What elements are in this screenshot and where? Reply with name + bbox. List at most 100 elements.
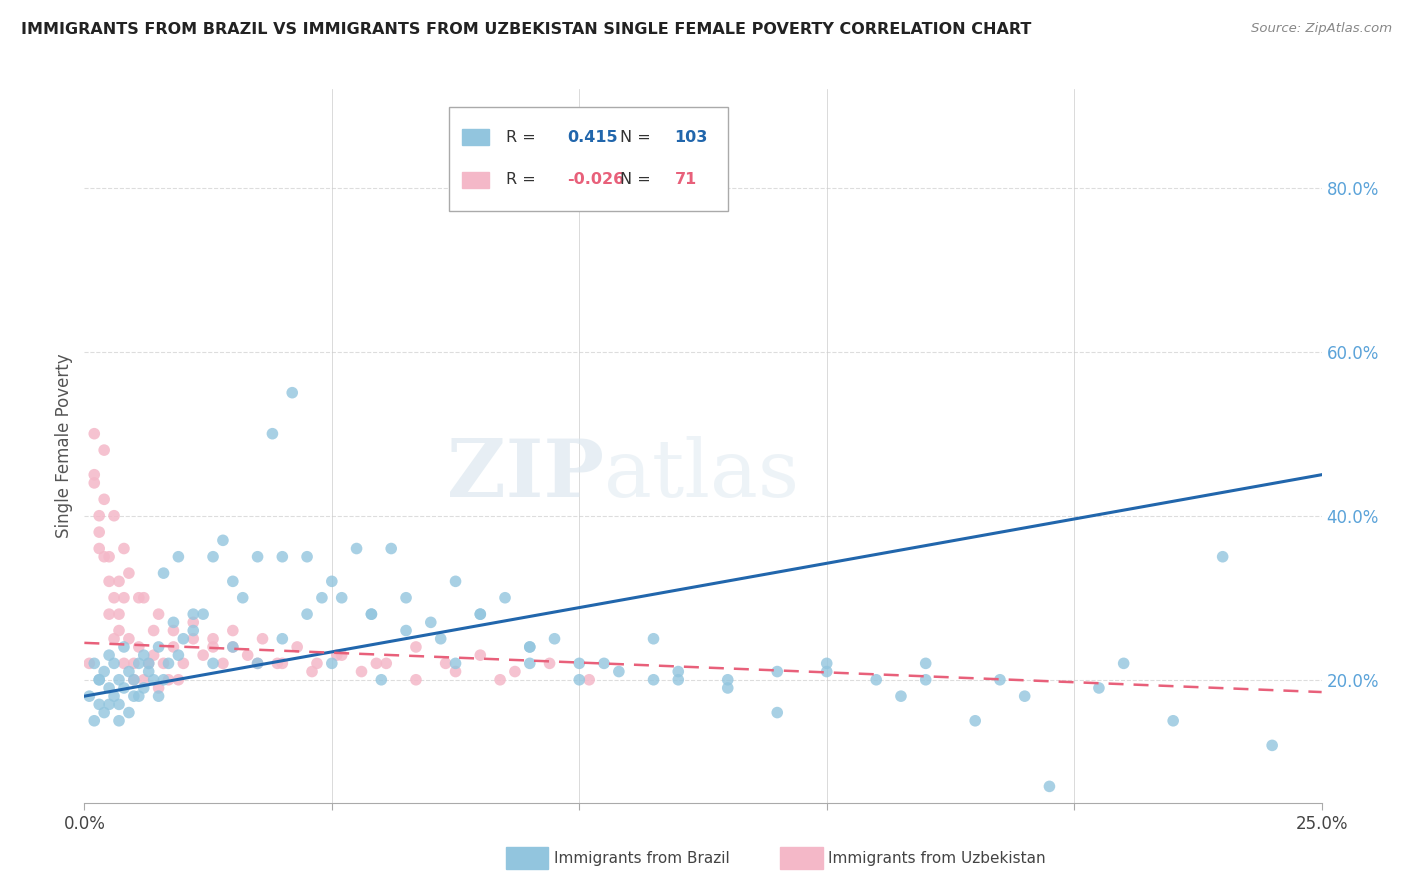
Point — [965, 714, 987, 728]
Point — [191, 648, 214, 662]
Point — [118, 706, 141, 720]
Point — [321, 657, 343, 671]
Point — [89, 525, 111, 540]
Point — [295, 607, 318, 622]
Point — [89, 508, 111, 523]
Point — [142, 624, 165, 638]
Point — [538, 657, 561, 671]
Point — [202, 657, 225, 671]
Point — [330, 591, 353, 605]
Point — [1261, 739, 1284, 753]
Point — [366, 657, 388, 671]
Point — [1088, 681, 1111, 695]
Point — [1212, 549, 1234, 564]
Bar — [461, 129, 489, 145]
Point — [405, 640, 427, 654]
Point — [142, 648, 165, 662]
Point — [148, 640, 170, 654]
Point — [181, 632, 204, 646]
Point — [181, 615, 204, 630]
Point — [766, 665, 789, 679]
Point — [311, 591, 333, 605]
Point — [543, 632, 565, 646]
Point — [108, 673, 131, 687]
Point — [519, 640, 541, 654]
Point — [108, 714, 131, 728]
Point — [593, 657, 616, 671]
Text: Source: ZipAtlas.com: Source: ZipAtlas.com — [1251, 22, 1392, 36]
Point — [395, 624, 418, 638]
Point — [172, 657, 194, 671]
Point — [202, 632, 225, 646]
Point — [138, 657, 160, 671]
Point — [98, 549, 121, 564]
Point — [142, 673, 165, 687]
Point — [103, 508, 125, 523]
Point — [380, 541, 402, 556]
Point — [470, 607, 492, 622]
Point — [321, 574, 343, 589]
Point — [108, 624, 131, 638]
Point — [148, 689, 170, 703]
Text: -0.026: -0.026 — [567, 172, 624, 187]
Point — [262, 426, 284, 441]
Point — [167, 648, 190, 662]
Point — [212, 657, 235, 671]
Point — [470, 607, 492, 622]
Point — [568, 657, 591, 671]
Point — [83, 714, 105, 728]
Point — [222, 640, 245, 654]
Point — [222, 574, 245, 589]
Point — [281, 385, 304, 400]
Text: atlas: atlas — [605, 435, 799, 514]
Point — [162, 640, 184, 654]
Point — [246, 549, 269, 564]
Point — [157, 657, 180, 671]
Point — [890, 689, 912, 703]
Point — [112, 640, 135, 654]
Point — [360, 607, 382, 622]
Point — [83, 426, 105, 441]
Point — [112, 657, 135, 671]
Point — [405, 673, 427, 687]
Point — [301, 665, 323, 679]
Point — [607, 665, 630, 679]
Point — [122, 657, 145, 671]
Point — [89, 673, 111, 687]
Point — [108, 698, 131, 712]
Text: 71: 71 — [675, 172, 697, 187]
Point — [444, 657, 467, 671]
Y-axis label: Single Female Poverty: Single Female Poverty — [55, 354, 73, 538]
Point — [112, 541, 135, 556]
Point — [132, 591, 155, 605]
Point — [132, 681, 155, 695]
Point — [202, 640, 225, 654]
Point — [98, 574, 121, 589]
Point — [578, 673, 600, 687]
Point — [93, 443, 115, 458]
Point — [222, 640, 245, 654]
Point — [914, 657, 936, 671]
Point — [128, 591, 150, 605]
Point — [470, 648, 492, 662]
Point — [395, 591, 418, 605]
Point — [271, 549, 294, 564]
Point — [643, 673, 665, 687]
Point — [132, 673, 155, 687]
Point — [93, 492, 115, 507]
Text: Immigrants from Uzbekistan: Immigrants from Uzbekistan — [828, 851, 1046, 865]
Point — [988, 673, 1011, 687]
Point — [148, 607, 170, 622]
Point — [489, 673, 512, 687]
Point — [152, 673, 174, 687]
Point — [568, 673, 591, 687]
Point — [79, 657, 101, 671]
Point — [717, 681, 740, 695]
Point — [118, 665, 141, 679]
Point — [181, 607, 204, 622]
Point — [326, 648, 349, 662]
Point — [246, 657, 269, 671]
Point — [152, 657, 174, 671]
Point — [122, 689, 145, 703]
Point — [148, 681, 170, 695]
